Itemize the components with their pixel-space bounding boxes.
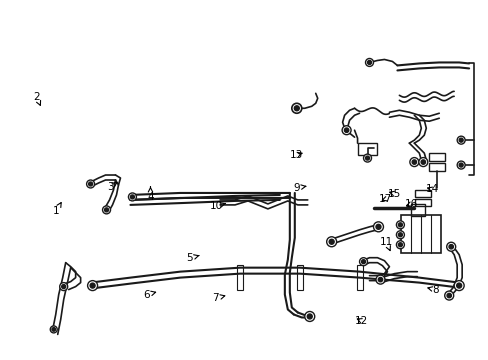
Circle shape — [396, 241, 404, 249]
Circle shape — [60, 283, 67, 291]
Circle shape — [420, 160, 425, 164]
Bar — [356, 265, 362, 289]
Circle shape — [367, 60, 371, 64]
Text: 13: 13 — [289, 150, 303, 160]
Circle shape — [398, 223, 402, 227]
Circle shape — [306, 314, 312, 319]
Circle shape — [458, 138, 462, 142]
Bar — [237, 265, 243, 289]
Circle shape — [365, 156, 369, 160]
Circle shape — [375, 275, 384, 284]
Circle shape — [365, 58, 373, 67]
Circle shape — [456, 161, 464, 169]
Text: 10: 10 — [209, 201, 225, 211]
Text: 1: 1 — [53, 203, 61, 216]
Circle shape — [291, 103, 301, 113]
Bar — [357, 143, 377, 155]
Text: 3: 3 — [106, 182, 117, 192]
Circle shape — [88, 182, 92, 186]
Text: 7: 7 — [211, 293, 224, 303]
Text: 15: 15 — [387, 189, 400, 199]
Circle shape — [328, 239, 333, 244]
Text: 4: 4 — [147, 186, 154, 202]
Circle shape — [409, 158, 418, 167]
Circle shape — [50, 326, 57, 333]
Text: 6: 6 — [142, 290, 155, 300]
Bar — [414, 199, 430, 206]
Bar — [428, 153, 444, 161]
Circle shape — [61, 285, 65, 289]
Circle shape — [398, 233, 402, 237]
Circle shape — [344, 128, 348, 132]
Circle shape — [456, 283, 461, 288]
Circle shape — [453, 280, 463, 291]
Circle shape — [52, 328, 56, 331]
Circle shape — [359, 258, 367, 266]
Bar — [428, 163, 444, 171]
Circle shape — [128, 193, 136, 201]
Circle shape — [90, 283, 95, 288]
Text: 5: 5 — [186, 253, 199, 263]
Circle shape — [411, 160, 416, 164]
Circle shape — [444, 291, 453, 300]
Circle shape — [396, 231, 404, 239]
Circle shape — [86, 180, 94, 188]
Circle shape — [87, 280, 98, 291]
Text: 16: 16 — [404, 199, 417, 209]
Text: 8: 8 — [427, 285, 438, 295]
Text: 9: 9 — [293, 183, 305, 193]
Circle shape — [363, 154, 371, 162]
Circle shape — [446, 293, 450, 298]
Circle shape — [378, 278, 382, 282]
Text: 12: 12 — [355, 316, 368, 326]
Circle shape — [130, 195, 134, 199]
Text: 2: 2 — [33, 92, 41, 105]
Bar — [414, 190, 430, 197]
Circle shape — [446, 242, 455, 251]
Text: 14: 14 — [425, 184, 438, 194]
Text: 17: 17 — [378, 194, 391, 204]
Bar — [296, 265, 302, 289]
Circle shape — [342, 126, 350, 135]
Circle shape — [373, 222, 383, 232]
Circle shape — [375, 224, 380, 229]
Bar — [401, 215, 440, 253]
Circle shape — [104, 208, 108, 212]
Circle shape — [361, 260, 365, 264]
Circle shape — [418, 158, 427, 167]
Circle shape — [398, 243, 402, 247]
Circle shape — [448, 244, 452, 249]
Circle shape — [102, 206, 110, 214]
Circle shape — [304, 311, 314, 321]
Circle shape — [396, 221, 404, 229]
Circle shape — [326, 237, 336, 247]
Circle shape — [456, 136, 464, 144]
Circle shape — [458, 163, 462, 167]
Bar — [410, 204, 425, 216]
Text: 11: 11 — [379, 237, 392, 251]
Circle shape — [294, 106, 299, 111]
